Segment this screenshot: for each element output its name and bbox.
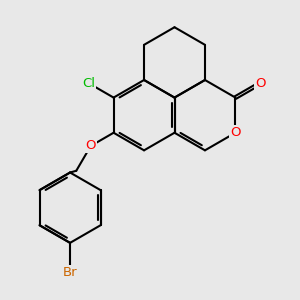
Text: Br: Br <box>63 266 77 279</box>
Text: O: O <box>255 77 266 90</box>
Text: Cl: Cl <box>82 77 95 90</box>
Text: O: O <box>230 126 241 139</box>
Text: O: O <box>85 140 96 152</box>
